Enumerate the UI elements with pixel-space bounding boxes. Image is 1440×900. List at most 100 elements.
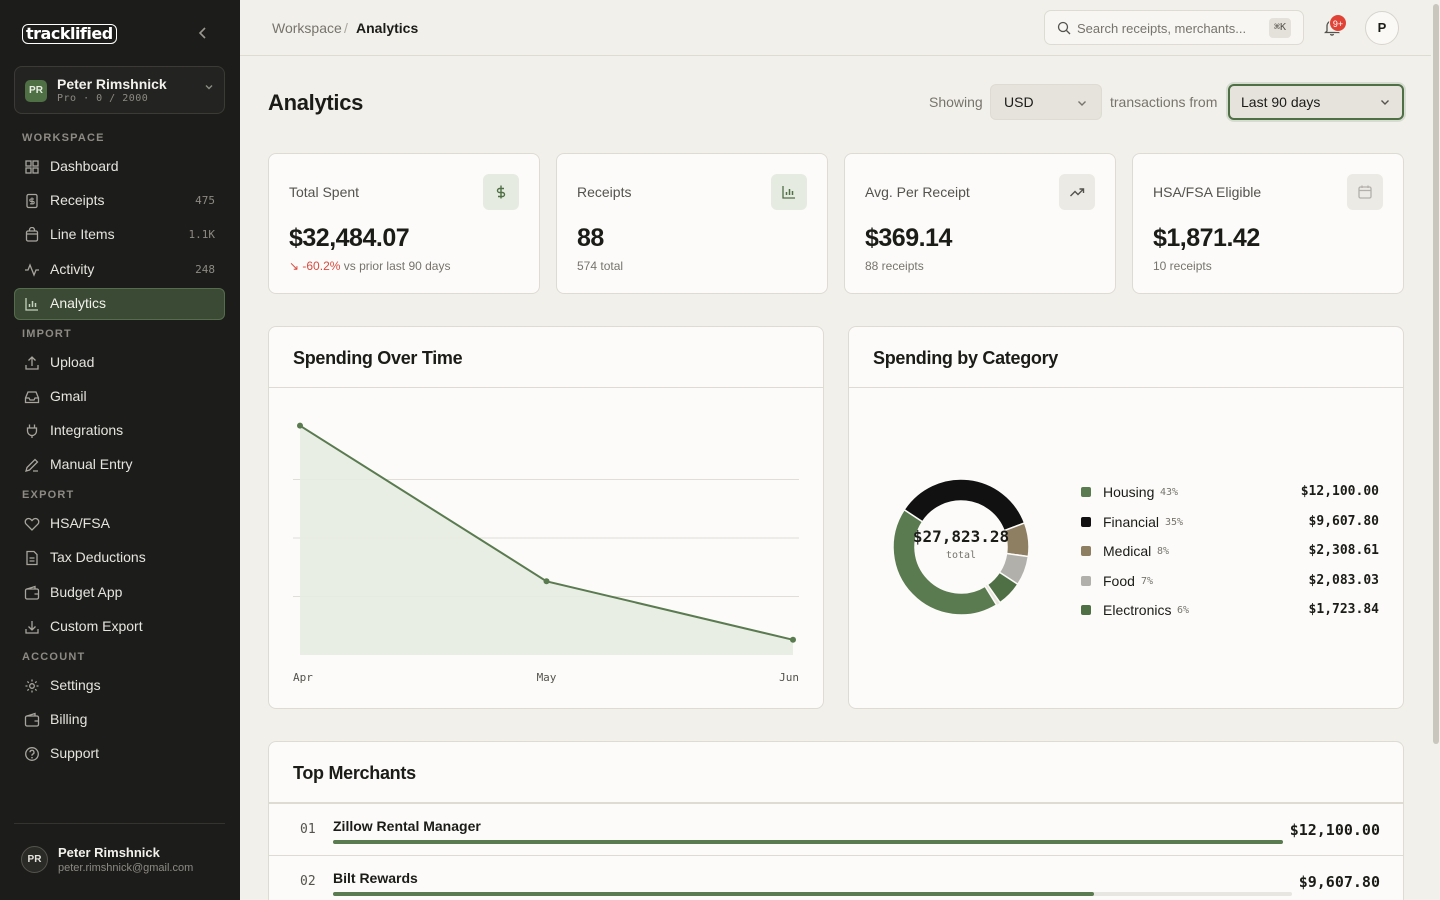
sidebar-item-settings[interactable]: Settings bbox=[14, 670, 225, 702]
search-input[interactable] bbox=[1077, 19, 1257, 37]
account-switcher[interactable]: PR Peter Rimshnick Pro · 0 / 2000 bbox=[14, 66, 225, 114]
panel-header: Top Merchants bbox=[269, 742, 1403, 803]
sidebar-item-custom-export[interactable]: Custom Export bbox=[14, 611, 225, 643]
sidebar-item-label: Billing bbox=[50, 711, 88, 727]
sidebar-item-line-items[interactable]: Line Items 1.1K bbox=[14, 219, 225, 251]
sidebar-item-label: Line Items bbox=[50, 226, 115, 242]
currency-value: USD bbox=[1004, 94, 1034, 110]
donut-total-label: total bbox=[945, 550, 977, 561]
search-shortcut: ⌘K bbox=[1268, 18, 1291, 38]
sidebar-item-hsa-fsa[interactable]: HSA/FSA bbox=[14, 508, 225, 540]
sidebar-item-integrations[interactable]: Integrations bbox=[14, 415, 225, 447]
sidebar-item-label: Analytics bbox=[50, 295, 107, 311]
spending-over-time-chart: Apr May Jun bbox=[293, 422, 799, 684]
sidebar-item-label: Integrations bbox=[50, 422, 124, 438]
scrollbar[interactable] bbox=[1431, 0, 1440, 900]
scrollbar-thumb[interactable] bbox=[1433, 4, 1439, 744]
sidebar-item-label: Manual Entry bbox=[50, 456, 133, 472]
legend-value: $2,083.03 bbox=[1308, 573, 1379, 588]
x-tick-label: Apr bbox=[293, 671, 313, 684]
stat-label: Avg. Per Receipt bbox=[865, 184, 970, 200]
stat-card-total-spent: Total Spent $32,484.07 ↘ -60.2% vs prior… bbox=[268, 153, 540, 294]
account-plan: Pro · 0 / 2000 bbox=[57, 93, 149, 104]
table-row[interactable]: 02 Bilt Rewards $9,607.80 bbox=[269, 855, 1404, 900]
stat-label: Total Spent bbox=[289, 184, 360, 200]
search-box[interactable]: ⌘K bbox=[1044, 10, 1304, 45]
panel-header: Spending Over Time bbox=[269, 327, 823, 388]
user-avatar[interactable]: PR bbox=[21, 846, 48, 873]
activity-icon bbox=[24, 262, 40, 278]
sidebar-item-gmail[interactable]: Gmail bbox=[14, 381, 225, 413]
legend-item-electronics: Electronics 6% $1,723.84 bbox=[1081, 601, 1379, 619]
sidebar-item-analytics[interactable]: Analytics bbox=[14, 288, 225, 320]
legend-swatch bbox=[1081, 517, 1091, 527]
sidebar-item-dashboard[interactable]: Dashboard bbox=[14, 151, 225, 183]
legend-value: $9,607.80 bbox=[1308, 514, 1379, 529]
breadcrumb-workspace[interactable]: Workspace bbox=[272, 20, 342, 36]
sidebar-item-upload[interactable]: Upload bbox=[14, 347, 225, 379]
data-point bbox=[790, 636, 796, 643]
sidebar-item-support[interactable]: Support bbox=[14, 738, 225, 770]
sidebar-item-label: Receipts bbox=[50, 192, 105, 208]
legend-item-food: Food 7% $2,083.03 bbox=[1081, 572, 1379, 590]
merchant-share-fill bbox=[333, 840, 1283, 844]
sidebar-item-billing[interactable]: Billing bbox=[14, 704, 225, 736]
wallet-icon bbox=[24, 712, 40, 728]
stat-card-hsa-fsa-eligible: HSA/FSA Eligible $1,871.42 10 receipts bbox=[1132, 153, 1404, 294]
top-bar: Workspace / Analytics ⌘K 9+ P bbox=[240, 0, 1440, 56]
area-fill bbox=[300, 425, 793, 655]
legend-value: $12,100.00 bbox=[1300, 484, 1379, 499]
legend-value: $1,723.84 bbox=[1308, 602, 1379, 617]
legend-label: Electronics bbox=[1103, 602, 1172, 618]
legend-value: $2,308.61 bbox=[1308, 543, 1379, 558]
chevron-down-icon bbox=[204, 82, 214, 95]
avatar[interactable]: P bbox=[1365, 11, 1399, 45]
upload-icon bbox=[24, 355, 40, 371]
sidebar-item-manual-entry[interactable]: Manual Entry bbox=[14, 449, 225, 481]
search-icon bbox=[1057, 21, 1071, 35]
section-label-workspace: WORKSPACE bbox=[22, 132, 105, 144]
user-name: Peter Rimshnick bbox=[58, 845, 160, 860]
legend-swatch bbox=[1081, 546, 1091, 556]
user-email: peter.rimshnick@gmail.com bbox=[58, 862, 194, 874]
sidebar-item-label: Settings bbox=[50, 677, 101, 693]
sidebar-item-receipts[interactable]: Receipts 475 bbox=[14, 185, 225, 217]
trending-up-icon bbox=[1059, 174, 1095, 210]
collapse-sidebar-button[interactable] bbox=[194, 26, 212, 44]
stat-value: $369.14 bbox=[865, 224, 952, 252]
breadcrumb-separator: / bbox=[344, 20, 348, 36]
notification-badge: 9+ bbox=[1329, 14, 1347, 32]
donut-slice-electronics bbox=[986, 571, 1019, 604]
plug-icon bbox=[24, 423, 40, 439]
sidebar-item-activity[interactable]: Activity 248 bbox=[14, 254, 225, 286]
showing-label: Showing bbox=[929, 94, 983, 110]
section-label-import: IMPORT bbox=[22, 328, 72, 340]
stat-card-avg-per-receipt: Avg. Per Receipt $369.14 88 receipts bbox=[844, 153, 1116, 294]
app-logo[interactable]: tracklified bbox=[22, 24, 117, 44]
legend-percent: 35% bbox=[1165, 517, 1184, 528]
heart-icon bbox=[24, 516, 40, 532]
stat-card-receipts: Receipts 88 574 total bbox=[556, 153, 828, 294]
sidebar-item-tax-deductions[interactable]: Tax Deductions bbox=[14, 542, 225, 574]
download-icon bbox=[24, 619, 40, 635]
stat-sub: 10 receipts bbox=[1153, 259, 1212, 273]
spending-by-category-panel: Spending by Category $27,823.28 total Ho… bbox=[848, 326, 1404, 709]
date-range-select[interactable]: Last 90 days bbox=[1228, 84, 1404, 120]
bar-chart-icon bbox=[24, 296, 40, 312]
donut-slice-housing bbox=[892, 508, 998, 616]
bag-icon bbox=[24, 227, 40, 243]
currency-select[interactable]: USD bbox=[990, 84, 1102, 120]
calendar-icon bbox=[1347, 174, 1383, 210]
sidebar-item-budget-app[interactable]: Budget App bbox=[14, 577, 225, 609]
table-row[interactable]: 01 Zillow Rental Manager $12,100.00 bbox=[269, 803, 1404, 855]
transactions-from-label: transactions from bbox=[1110, 94, 1218, 110]
legend-label: Housing bbox=[1103, 484, 1155, 500]
stat-sub: 574 total bbox=[577, 259, 624, 273]
legend-percent: 43% bbox=[1160, 487, 1179, 498]
legend-percent: 8% bbox=[1157, 546, 1170, 557]
legend-item-financial: Financial 35% $9,607.80 bbox=[1081, 513, 1379, 531]
merchant-name: Zillow Rental Manager bbox=[333, 818, 481, 834]
sidebar: tracklified PR Peter Rimshnick Pro · 0 /… bbox=[0, 0, 240, 900]
legend-swatch bbox=[1081, 576, 1091, 586]
sidebar-item-label: Budget App bbox=[50, 584, 123, 600]
